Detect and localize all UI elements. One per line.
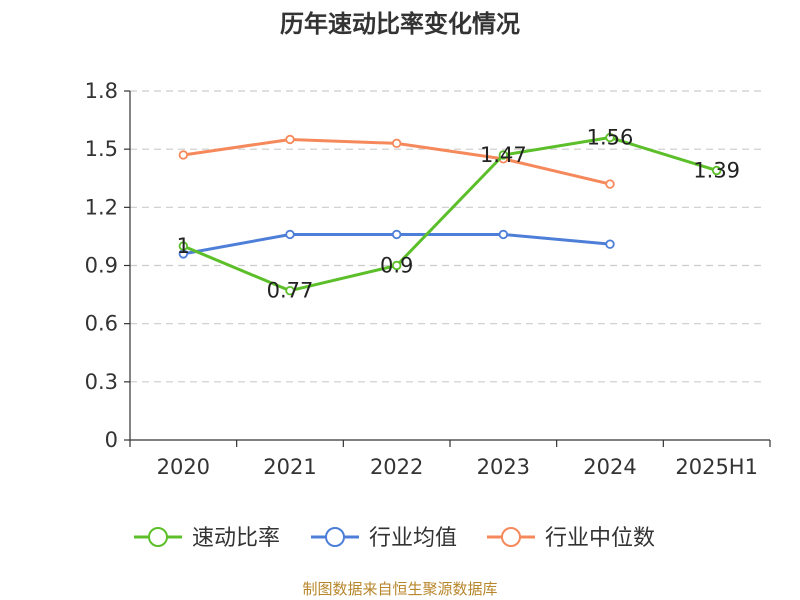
data-point	[498, 229, 509, 240]
data-point	[498, 150, 509, 160]
data-label: 1.39	[693, 158, 740, 182]
legend-label: 速动比率	[192, 526, 280, 551]
data-label: 1.56	[587, 126, 634, 150]
legend-marker	[148, 527, 168, 547]
data-point	[285, 134, 295, 145]
y-tick-label: 1.5	[85, 137, 118, 161]
legend-marker	[501, 527, 521, 547]
data-point	[605, 179, 615, 189]
data-label: 1.47	[480, 143, 527, 167]
series-lines	[178, 132, 722, 296]
data-point	[605, 132, 615, 143]
data-point	[285, 286, 295, 296]
chart-title: 历年速动比率变化情况	[280, 10, 520, 38]
y-tick-label: 0.6	[85, 312, 118, 336]
legend-label: 行业均值	[369, 526, 457, 551]
gridlines	[130, 90, 762, 383]
series-line	[182, 136, 718, 293]
source-note: 制图数据来自恒生聚源数据库	[302, 580, 498, 598]
x-tick-label: 2024	[583, 455, 636, 479]
data-point	[391, 229, 402, 240]
y-tick-label: 1.2	[85, 195, 118, 219]
x-tick-label: 2020	[157, 455, 210, 479]
data-labels: 1 0.77 0.9 1.47 1.56 1.39	[177, 126, 740, 303]
data-point	[711, 165, 722, 176]
data-label: 0.77	[267, 279, 314, 303]
y-tick-label: 0.9	[85, 254, 118, 278]
x-tick-label: 2023	[477, 455, 530, 479]
axes: 0 0.3 0.6 0.9 1.2 1.5 1.8 2020 2021 2022 2023 2024 2…	[85, 79, 771, 479]
data-point	[605, 239, 615, 249]
legend-marker	[325, 527, 345, 547]
data-point	[391, 260, 402, 271]
y-tick-label: 0	[105, 428, 118, 452]
y-tick-label: 0.3	[85, 370, 118, 394]
data-label: 1	[177, 234, 190, 258]
x-tick-label: 2025H1	[675, 455, 758, 479]
data-point	[178, 241, 189, 251]
data-label: 0.9	[380, 254, 413, 278]
x-tick-label: 2021	[263, 455, 316, 479]
data-point	[391, 138, 402, 149]
data-point	[285, 229, 295, 240]
legend: 速动比率 行业均值 行业中位数	[134, 526, 655, 551]
data-point	[178, 150, 189, 160]
y-tick-label: 1.8	[85, 79, 118, 103]
legend-label: 行业中位数	[545, 526, 655, 551]
x-tick-label: 2022	[370, 455, 423, 479]
